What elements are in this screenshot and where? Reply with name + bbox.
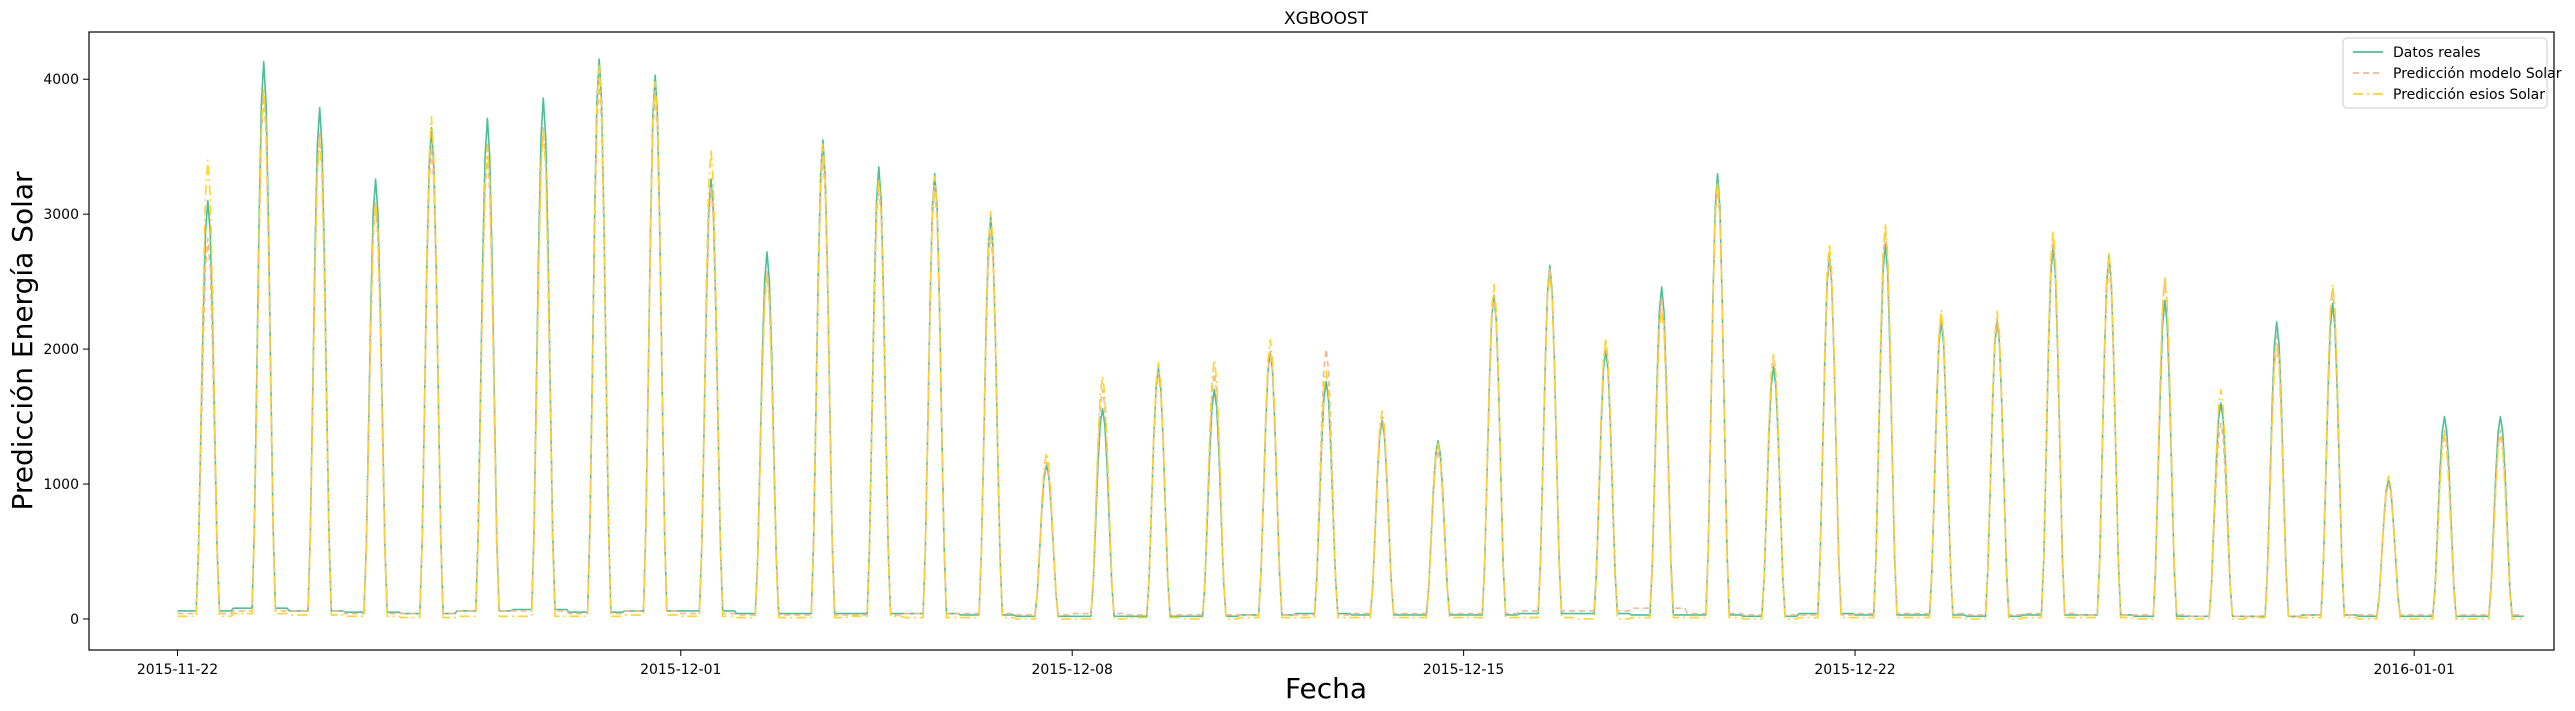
x-tick-label: 2015-12-22 [1814,662,1895,678]
x-tick-label: 2015-12-15 [1423,662,1504,678]
legend: Datos reales Predicción modelo Solar Predi… [2342,37,2562,109]
x-axis-title: Fecha [1285,672,1367,705]
y-tick-label: 2000 [43,342,79,358]
y-tick-label: 3000 [43,207,79,223]
legend-label: Predicción modelo Solar [2393,66,2562,82]
y-tick-label: 0 [70,612,79,628]
legend-label: Predicción esios Solar [2393,87,2545,103]
legend-frame [2342,37,2548,109]
x-tick-label: 2015-12-08 [1032,662,1113,678]
series-layer [177,58,2524,620]
x-tick-label: 2016-01-01 [2374,662,2455,678]
x-tick-label: 2015-12-01 [640,662,721,678]
series-line-2 [177,81,2524,618]
chart-title: XGBOOST [1284,9,1369,29]
y-axis: 0 1000 2000 3000 4000 [43,72,89,628]
x-axis: 2015-11-22 2015-12-01 2015-12-08 2015-12-15… [137,650,2455,678]
plot-area-frame [88,31,2555,651]
series-line-3 [177,64,2524,620]
y-axis-title: Predicción Energía Solar [6,171,39,511]
x-tick-label: 2015-11-22 [137,662,218,678]
legend-label: Datos reales [2393,45,2481,61]
y-tick-label: 1000 [43,477,79,493]
y-tick-label: 4000 [43,72,79,88]
